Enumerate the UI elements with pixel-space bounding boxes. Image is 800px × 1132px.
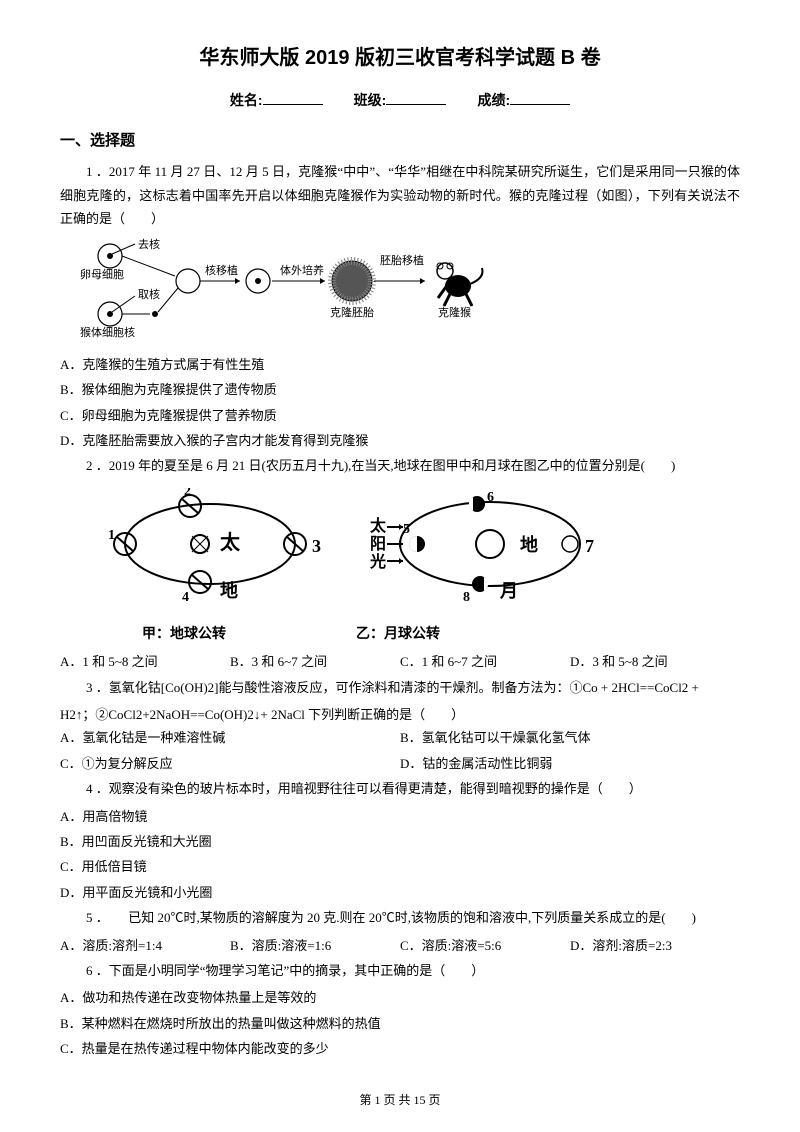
caption-jia: 甲：地球公转	[142, 621, 226, 646]
orbit-figure: 太 1 2 3 4 地 太 阳 光 5 6 7	[100, 488, 740, 615]
q3-row1: A．氢氧化钴是一种难溶性碱 B．氢氧化钴可以干燥氯化氢气体	[60, 726, 740, 749]
class-label: 班级:	[354, 92, 387, 108]
score-label: 成绩:	[477, 92, 510, 108]
name-label: 姓名:	[230, 92, 263, 108]
q6-optC: C．热量是在热传递过程中物体内能改变的多少	[60, 1037, 740, 1060]
q1-stem: 1 ．2017 年 11 月 27 日、12 月 5 日，克隆猴“中中”、“华华…	[60, 160, 740, 230]
q3-stem2: H2↑；②CoCl2+2NaOH==Co(OH)2↓+ 2NaCl 下列判断正确…	[60, 703, 740, 726]
q1-optA: A．克隆猴的生殖方式属于有性生殖	[60, 353, 740, 376]
svg-text:7: 7	[585, 536, 594, 556]
q2-optD: D．3 和 5~8 之间	[570, 650, 740, 673]
q5-optB: B．溶质:溶液=1:6	[230, 934, 400, 957]
svg-text:8: 8	[463, 590, 470, 605]
q5-optD: D．溶剂:溶质=2:3	[570, 934, 740, 957]
svg-text:太: 太	[369, 516, 387, 535]
svg-text:地: 地	[220, 580, 238, 601]
label-kelonghou: 克隆猴	[438, 305, 471, 319]
label-peitaiyizhi: 胚胎移植	[380, 253, 424, 267]
svg-text:月: 月	[499, 581, 518, 601]
label-kelongpeitai: 克隆胚胎	[330, 305, 374, 319]
svg-text:太: 太	[220, 531, 241, 554]
q1-optB: B．猴体细胞为克隆猴提供了遗传物质	[60, 378, 740, 401]
q6-stem: 6 ．下面是小明同学“物理学习笔记”中的摘录，其中正确的是（ ）	[60, 959, 740, 982]
q1-optC: C．卵母细胞为克隆猴提供了营养物质	[60, 404, 740, 427]
page-title: 华东师大版 2019 版初三收官考科学试题 B 卷	[60, 40, 740, 76]
q4-stem: 4 ．观察没有染色的玻片标本时，用暗视野往往可以看得更清楚，能得到暗视野的操作是…	[60, 777, 740, 800]
label-luanmu: 卵母细胞	[80, 268, 124, 281]
section-title: 一、选择题	[60, 127, 740, 154]
q2-optA: A．1 和 5~8 之间	[60, 650, 230, 673]
q2-stem: 2 ．2019 年的夏至是 6 月 21 日(农历五月十九),在当天,地球在图甲…	[60, 454, 740, 477]
cloning-figure: 去核 卵母细胞 取核 猴体细胞核 核移植 体外培养 克隆胚胎 胚胎移植	[80, 236, 740, 348]
q5-optA: A．溶质:溶剂=1:4	[60, 934, 230, 957]
q4-optD: D．用平面反光镜和小光圈	[60, 881, 740, 904]
q6-optA: A．做功和热传递在改变物体热量上是等效的	[60, 986, 740, 1009]
label-houti: 猴体细胞核	[80, 325, 135, 339]
svg-text:6: 6	[487, 490, 494, 505]
q4-optC: C．用低倍目镜	[60, 855, 740, 878]
orbit-captions: 甲：地球公转 乙：月球公转	[100, 621, 740, 646]
q2-optB: B．3 和 6~7 之间	[230, 650, 400, 673]
svg-text:3: 3	[312, 536, 321, 556]
q4-optA: A．用高倍物镜	[60, 805, 740, 828]
svg-text:5: 5	[403, 522, 410, 537]
q3-stem1: 3 ．氢氧化钴[Co(OH)2]能与酸性溶液反应，可作涂料和清漆的干燥剂。制备方…	[60, 676, 740, 699]
page-footer: 第 1 页 共 15 页	[0, 1090, 800, 1112]
class-blank[interactable]	[386, 91, 446, 105]
q3-optD: D．钴的金属活动性比铜弱	[400, 752, 740, 775]
name-blank[interactable]	[263, 91, 323, 105]
student-info-line: 姓名: 班级: 成绩:	[60, 88, 740, 113]
q5-options: A．溶质:溶剂=1:4 B．溶质:溶液=1:6 C．溶质:溶液=5:6 D．溶剂…	[60, 934, 740, 957]
q6-optB: B．某种燃料在燃烧时所放出的热量叫做这种燃料的热值	[60, 1012, 740, 1035]
q3-optA: A．氢氧化钴是一种难溶性碱	[60, 726, 400, 749]
svg-text:1: 1	[108, 528, 115, 543]
svg-text:阳: 阳	[370, 535, 386, 553]
q4-optB: B．用凹面反光镜和大光圈	[60, 830, 740, 853]
svg-text:地: 地	[520, 534, 538, 555]
q1-optD: D．克隆胚胎需要放入猴的子宫内才能发育得到克隆猴	[60, 429, 740, 452]
q2-optC: C．1 和 6~7 之间	[400, 650, 570, 673]
q5-stem: 5 ． 已知 20℃时,某物质的溶解度为 20 克.则在 20℃时,该物质的饱和…	[60, 906, 740, 929]
svg-text:2: 2	[184, 488, 191, 499]
score-blank[interactable]	[510, 91, 570, 105]
q3-optB: B．氢氧化钴可以干燥氯化氢气体	[400, 726, 740, 749]
q3-row2: C．①为复分解反应 D．钴的金属活动性比铜弱	[60, 752, 740, 775]
q5-optC: C．溶质:溶液=5:6	[400, 934, 570, 957]
label-qukehe: 去核	[138, 237, 160, 251]
q3-optC: C．①为复分解反应	[60, 752, 400, 775]
label-tiwai: 体外培养	[280, 263, 324, 277]
svg-text:光: 光	[369, 552, 386, 571]
label-heyizhi: 核移植	[205, 263, 238, 277]
caption-yi: 乙：月球公转	[356, 621, 440, 646]
svg-text:4: 4	[182, 590, 189, 605]
label-quhe: 取核	[138, 287, 160, 301]
q2-options: A．1 和 5~8 之间 B．3 和 6~7 之间 C．1 和 6~7 之间 D…	[60, 650, 740, 673]
